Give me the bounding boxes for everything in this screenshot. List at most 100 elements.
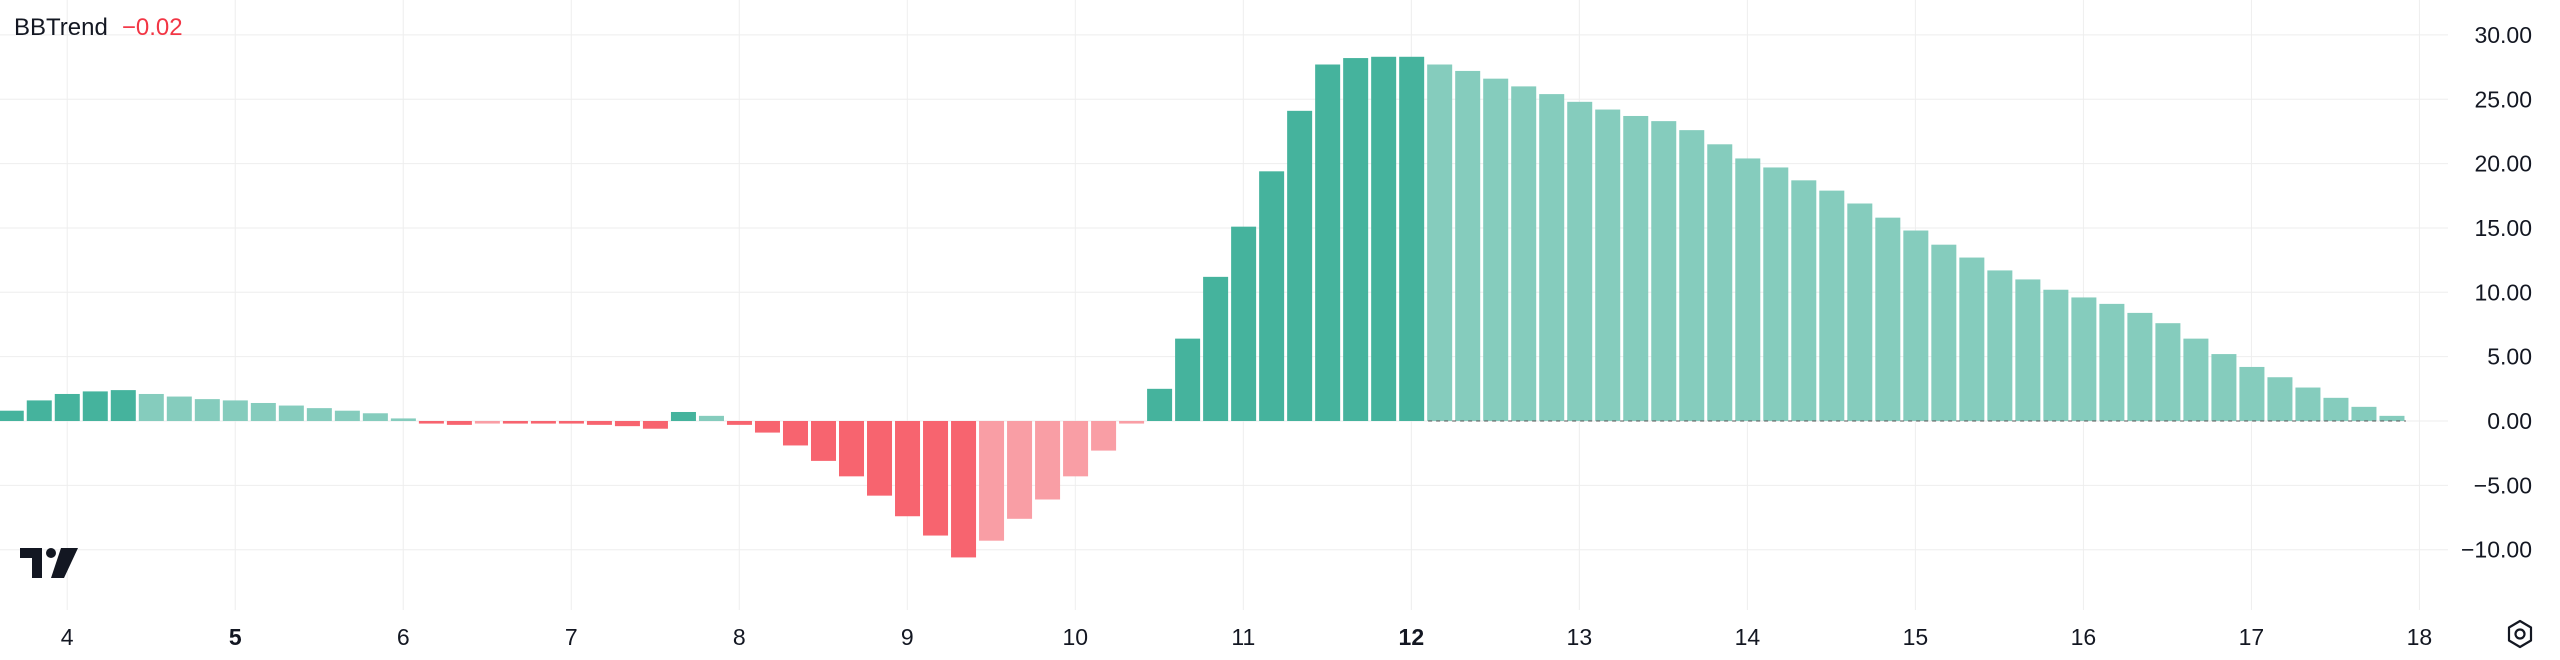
histogram-bar xyxy=(642,421,668,429)
histogram-bar xyxy=(502,421,528,424)
histogram-bar xyxy=(1371,56,1397,422)
histogram-bar xyxy=(1847,203,1873,421)
histogram-bar xyxy=(1623,115,1649,421)
x-axis: 4 5 6 7 8 9 10 11 12 13 14 15 16 17 18 xyxy=(61,624,2432,650)
histogram-bar xyxy=(810,421,837,461)
histogram-bar xyxy=(2295,387,2321,421)
y-tick-label: 25.00 xyxy=(2474,86,2532,112)
histogram-bar xyxy=(390,418,416,421)
histogram-bar xyxy=(530,421,556,424)
histogram-bar xyxy=(2239,366,2265,421)
histogram-bar xyxy=(1259,171,1285,421)
histogram-bar xyxy=(54,393,80,421)
histogram-bar xyxy=(1399,56,1425,422)
x-tick-label: 6 xyxy=(397,624,410,650)
histogram-bar xyxy=(614,421,640,427)
histogram-bar xyxy=(1231,226,1257,421)
histogram-bar xyxy=(222,400,248,421)
x-tick-label: 18 xyxy=(2407,624,2433,650)
histogram-bar xyxy=(2351,406,2377,421)
histogram-bar xyxy=(1651,121,1677,421)
histogram-bar xyxy=(1931,244,1957,421)
histogram-bar xyxy=(166,396,192,421)
histogram-bar xyxy=(1791,180,1817,421)
x-tick-label: 16 xyxy=(2071,624,2097,650)
histogram-bar xyxy=(1539,94,1565,422)
indicator-value: −0.02 xyxy=(121,14,183,41)
histogram-bar xyxy=(2379,415,2405,421)
histogram-bar xyxy=(418,421,444,424)
histogram-bar xyxy=(726,421,752,425)
histogram-bar xyxy=(754,421,780,433)
histogram-bar xyxy=(1819,190,1845,421)
histogram-bar xyxy=(1119,421,1145,424)
y-tick-label: 15.00 xyxy=(2474,215,2532,241)
histogram-bar xyxy=(362,413,388,421)
histogram-bar xyxy=(2323,397,2349,421)
histogram-bar xyxy=(1903,230,1929,421)
histogram-bars xyxy=(0,56,2405,558)
histogram-bar xyxy=(1679,130,1705,421)
histogram-bar xyxy=(1483,78,1509,422)
histogram-bar xyxy=(334,410,360,421)
histogram-bar xyxy=(2099,303,2125,421)
x-tick-label: 12 xyxy=(1399,624,1425,650)
histogram-bar xyxy=(782,421,808,446)
histogram-bar xyxy=(1595,109,1621,422)
histogram-bar xyxy=(26,400,52,421)
histogram-bar xyxy=(670,411,696,421)
y-tick-label: −5.00 xyxy=(2474,472,2532,498)
histogram-bar xyxy=(586,421,612,425)
histogram-bar xyxy=(2155,323,2181,421)
histogram-bar xyxy=(1091,421,1117,451)
histogram-bar xyxy=(2071,297,2097,421)
x-tick-label: 5 xyxy=(229,624,242,650)
histogram-bar xyxy=(1707,144,1733,422)
y-tick-label: 5.00 xyxy=(2487,344,2532,370)
histogram-bar xyxy=(2211,354,2237,421)
histogram-bar xyxy=(1315,64,1341,421)
histogram-bar xyxy=(1567,101,1593,421)
histogram-bar xyxy=(2015,279,2041,421)
histogram-bar xyxy=(278,405,304,421)
histogram-bar xyxy=(2127,312,2153,421)
histogram-bar xyxy=(1007,421,1033,519)
histogram-bar xyxy=(1063,421,1089,477)
histogram-bar xyxy=(2043,289,2069,421)
histogram-bar xyxy=(839,421,865,477)
histogram-bar xyxy=(951,421,977,558)
indicator-name[interactable]: BBTrend xyxy=(14,14,108,41)
histogram-bar xyxy=(1147,388,1173,421)
histogram-bar xyxy=(1735,158,1761,421)
x-tick-label: 4 xyxy=(61,624,74,650)
histogram-bar xyxy=(2183,338,2209,421)
histogram-bar xyxy=(1987,270,2013,421)
histogram-bar xyxy=(110,390,136,421)
histogram-bar xyxy=(1287,110,1313,421)
histogram-bar xyxy=(306,408,332,421)
y-tick-label: 30.00 xyxy=(2474,22,2532,48)
histogram-bar xyxy=(250,402,276,421)
histogram-bar xyxy=(194,399,220,421)
histogram-bar xyxy=(979,421,1005,541)
histogram-bar xyxy=(82,391,108,421)
histogram-bar xyxy=(1035,421,1061,500)
histogram-bar xyxy=(698,415,724,421)
x-tick-label: 17 xyxy=(2239,624,2265,650)
tradingview-logo-icon[interactable] xyxy=(20,548,78,583)
histogram-bar xyxy=(1511,86,1537,421)
x-tick-label: 11 xyxy=(1231,624,1255,650)
histogram-bar xyxy=(1203,276,1229,421)
histogram-bar xyxy=(1875,217,1901,421)
y-tick-label: 0.00 xyxy=(2487,408,2532,434)
indicator-legend[interactable]: BBTrend −0.02 xyxy=(14,14,183,42)
settings-gear-icon[interactable] xyxy=(2504,618,2536,655)
x-tick-label: 7 xyxy=(565,624,578,650)
x-tick-label: 10 xyxy=(1063,624,1089,650)
x-tick-label: 14 xyxy=(1735,624,1761,650)
histogram-bar xyxy=(2267,377,2293,421)
histogram-bar xyxy=(867,421,893,496)
histogram-bar xyxy=(474,421,500,424)
x-tick-label: 8 xyxy=(733,624,746,650)
